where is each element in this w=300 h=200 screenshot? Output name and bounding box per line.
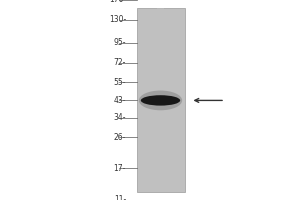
Bar: [157, 8, 164, 192]
Text: 170-: 170-: [109, 0, 126, 4]
Ellipse shape: [139, 91, 182, 110]
Bar: [157, 8, 164, 192]
Bar: [157, 8, 164, 192]
Bar: [136, 8, 184, 192]
Text: 17-: 17-: [114, 164, 126, 173]
Bar: [157, 8, 164, 192]
Text: 43-: 43-: [113, 96, 126, 105]
Bar: [157, 8, 164, 192]
Bar: [157, 8, 164, 192]
Text: 130-: 130-: [109, 15, 126, 24]
Text: 26-: 26-: [114, 133, 126, 142]
Text: 34-: 34-: [113, 113, 126, 122]
Text: 55-: 55-: [113, 78, 126, 87]
Text: 95-: 95-: [113, 38, 126, 47]
Bar: [157, 8, 164, 192]
Text: 72-: 72-: [114, 58, 126, 67]
Bar: [157, 8, 164, 192]
Bar: [157, 8, 164, 192]
Bar: [157, 8, 164, 192]
Ellipse shape: [141, 95, 180, 106]
Text: 11-: 11-: [114, 196, 126, 200]
